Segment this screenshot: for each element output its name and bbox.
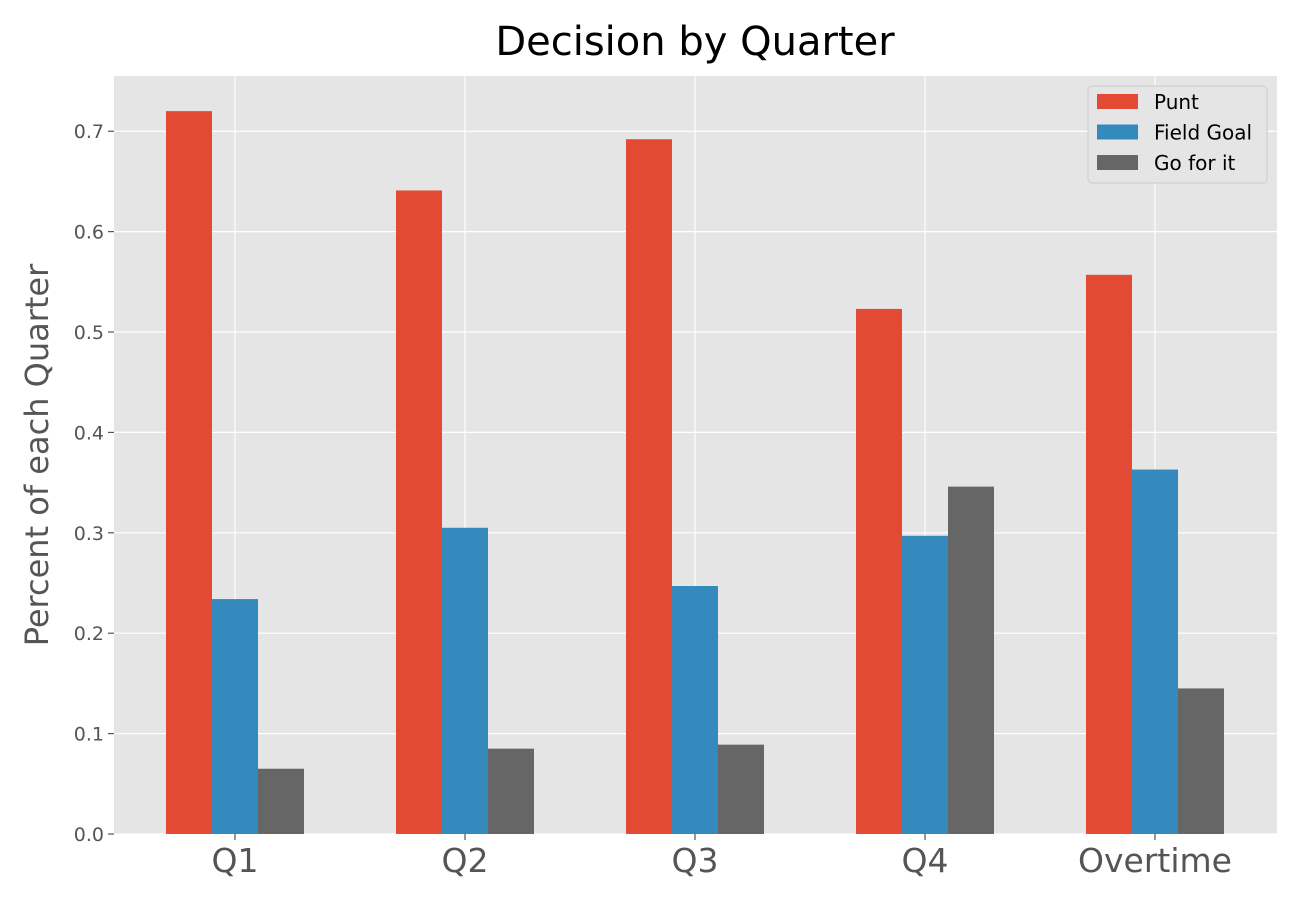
legend-label-go-for-it: Go for it [1154, 151, 1236, 175]
y-tick-label: 0.7 [74, 121, 104, 143]
legend: Punt Field Goal Go for it [1087, 85, 1268, 184]
bar-field-goal-q2 [442, 527, 488, 834]
bar-punt-q4 [856, 308, 902, 834]
bar-go-for-it-q2 [488, 748, 534, 834]
bar-go-for-it-q4 [948, 486, 994, 834]
bar-punt-overtime [1086, 274, 1132, 834]
y-axis: 0.0 0.1 0.2 0.3 0.4 0.5 0.6 0.7 [74, 121, 114, 846]
bar-go-for-it-overtime [1178, 688, 1224, 834]
y-axis-label: Percent of each Quarter [18, 263, 56, 646]
legend-swatch-go-for-it [1097, 155, 1138, 170]
x-tick-label: Overtime [1078, 841, 1232, 880]
bar-go-for-it-q3 [718, 744, 764, 834]
legend-swatch-punt [1097, 94, 1138, 109]
bar-punt-q2 [396, 190, 442, 834]
x-tick-label: Q4 [902, 841, 949, 880]
y-tick-label: 0.3 [74, 523, 104, 545]
bar-punt-q3 [626, 139, 672, 834]
x-tick-label: Q1 [212, 841, 259, 880]
x-tick-label: Q2 [442, 841, 489, 880]
bar-field-goal-q1 [212, 599, 258, 834]
y-tick-label: 0.5 [74, 322, 104, 344]
x-axis: Q1 Q2 Q3 Q4 Overtime [212, 834, 1232, 880]
y-tick-label: 0.1 [74, 724, 104, 746]
bar-go-for-it-q1 [258, 768, 304, 834]
bar-field-goal-overtime [1132, 469, 1178, 834]
x-tick-label: Q3 [672, 841, 719, 880]
y-tick-label: 0.6 [74, 222, 104, 244]
bar-punt-q1 [166, 111, 212, 834]
legend-swatch-field-goal [1097, 124, 1138, 140]
y-tick-label: 0.2 [74, 623, 104, 645]
bar-field-goal-q4 [902, 535, 948, 834]
legend-label-field-goal: Field Goal [1154, 121, 1252, 145]
y-tick-label: 0.4 [74, 422, 104, 444]
bar-field-goal-q3 [672, 586, 718, 834]
legend-label-punt: Punt [1154, 90, 1199, 114]
chart-title: Decision by Quarter [495, 19, 895, 65]
y-tick-label: 0.0 [74, 824, 104, 846]
bars [166, 111, 1224, 834]
